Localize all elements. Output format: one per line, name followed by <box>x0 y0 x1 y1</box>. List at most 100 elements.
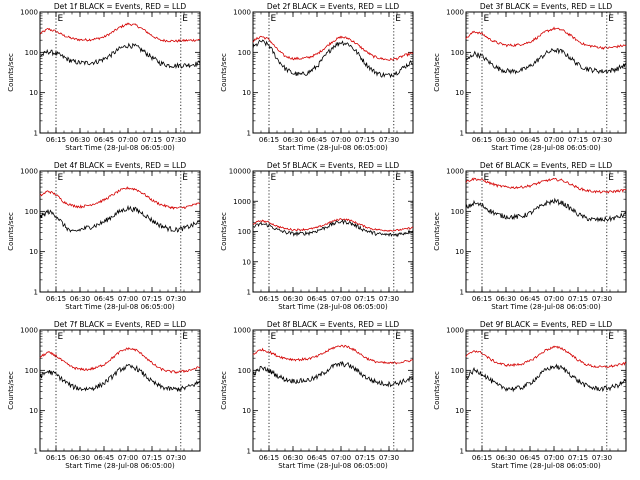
y-axis-label: Counts/sec <box>433 53 441 92</box>
x-axis-label: Start Time (28-Jul-08 06:05:00) <box>65 303 175 311</box>
x-tick-label: 06:15 <box>472 136 492 144</box>
events-series-line <box>465 363 627 393</box>
x-tick-label: 07:30 <box>592 136 612 144</box>
x-tick-label: 07:15 <box>355 454 375 462</box>
marker-label: E <box>395 332 401 342</box>
x-tick-label: 07:15 <box>568 454 588 462</box>
x-axis-label: Start Time (28-Jul-08 06:05:00) <box>65 144 175 152</box>
x-tick-label: 07:00 <box>331 136 351 144</box>
x-tick-label: 06:45 <box>520 136 540 144</box>
x-tick-label: 06:15 <box>46 295 66 303</box>
y-tick-label: 100 <box>238 49 251 57</box>
y-tick-label: 1 <box>34 130 38 138</box>
x-tick-label: 07:00 <box>331 454 351 462</box>
x-tick-label: 07:00 <box>118 295 138 303</box>
x-tick-label: 06:30 <box>70 295 90 303</box>
x-tick-label: 06:30 <box>283 454 303 462</box>
x-axis-label: Start Time (28-Jul-08 06:05:00) <box>491 303 601 311</box>
x-tick-label: 06:30 <box>283 295 303 303</box>
events-series-line <box>39 204 201 233</box>
events-series-line <box>252 39 414 79</box>
x-tick-label: 07:30 <box>592 454 612 462</box>
marker-label: E <box>182 332 188 342</box>
x-tick-label: 06:30 <box>496 295 516 303</box>
x-axis-label: Start Time (28-Jul-08 06:05:00) <box>491 144 601 152</box>
y-tick-label: 1000 <box>446 9 464 17</box>
marker-label: E <box>58 332 64 342</box>
x-tick-label: 07:00 <box>544 295 564 303</box>
x-tick-label: 06:15 <box>472 295 492 303</box>
y-tick-label: 1000 <box>233 9 251 17</box>
y-axis-label: Counts/sec <box>7 371 15 410</box>
y-tick-label: 100 <box>238 367 251 375</box>
events-series-line <box>39 364 201 392</box>
x-tick-label: 06:30 <box>70 136 90 144</box>
y-tick-label: 1000 <box>446 327 464 335</box>
y-tick-label: 1000 <box>233 327 251 335</box>
marker-label: E <box>58 173 64 183</box>
marker-label: E <box>484 173 490 183</box>
x-tick-label: 07:00 <box>544 454 564 462</box>
x-tick-label: 06:30 <box>70 454 90 462</box>
panel-title: Det 5f BLACK = Events, RED = LLD <box>267 161 400 170</box>
y-tick-label: 1 <box>34 448 38 456</box>
panel-title: Det 9f BLACK = Events, RED = LLD <box>480 320 613 329</box>
x-axis-label: Start Time (28-Jul-08 06:05:00) <box>65 462 175 470</box>
panel-det-2f: Det 2f BLACK = Events, RED = LLD 1 10 100 10… <box>220 2 414 152</box>
marker-label: E <box>608 173 614 183</box>
lld-series-line <box>465 26 627 50</box>
y-tick-label: 1 <box>247 448 251 456</box>
y-tick-label: 1000 <box>233 198 251 206</box>
y-tick-label: 1 <box>247 289 251 297</box>
x-tick-label: 06:15 <box>472 454 492 462</box>
panel-det-7f: Det 7f BLACK = Events, RED = LLD 1 10 100 10… <box>7 320 201 470</box>
y-tick-label: 10000 <box>229 168 251 176</box>
x-tick-label: 07:15 <box>142 136 162 144</box>
y-tick-label: 10 <box>29 407 38 415</box>
marker-label: E <box>395 14 401 24</box>
y-tick-label: 100 <box>451 208 464 216</box>
events-series-line <box>465 48 627 75</box>
lld-series-line <box>39 347 201 374</box>
y-tick-label: 100 <box>25 367 38 375</box>
marker-label: E <box>484 332 490 342</box>
events-series-line <box>252 360 414 388</box>
x-tick-label: 06:45 <box>307 454 327 462</box>
lld-series-line <box>39 186 201 210</box>
x-tick-label: 07:30 <box>379 136 399 144</box>
y-tick-label: 10 <box>455 248 464 256</box>
events-series-line <box>39 42 201 69</box>
x-tick-label: 06:45 <box>94 295 114 303</box>
y-tick-label: 100 <box>25 208 38 216</box>
marker-label: E <box>608 332 614 342</box>
y-tick-label: 10 <box>29 89 38 97</box>
x-tick-label: 07:15 <box>355 136 375 144</box>
x-tick-label: 06:15 <box>259 295 279 303</box>
panel-det-4f: Det 4f BLACK = Events, RED = LLD 1 10 100 10… <box>7 161 201 311</box>
y-axis-label: Counts/sec <box>220 212 228 251</box>
y-axis-label: Counts/sec <box>7 212 15 251</box>
events-series-line <box>465 197 627 223</box>
x-tick-label: 07:00 <box>544 136 564 144</box>
lld-series-line <box>465 345 627 369</box>
x-tick-label: 07:15 <box>568 295 588 303</box>
x-tick-label: 07:00 <box>118 454 138 462</box>
y-axis-label: Counts/sec <box>7 53 15 92</box>
x-tick-label: 06:45 <box>307 136 327 144</box>
lld-series-line <box>39 22 201 43</box>
marker-label: E <box>608 14 614 24</box>
events-series-line <box>252 219 414 238</box>
x-tick-label: 07:15 <box>355 295 375 303</box>
x-tick-label: 07:15 <box>142 295 162 303</box>
panel-det-3f: Det 3f BLACK = Events, RED = LLD 1 10 100 10… <box>433 2 627 152</box>
y-axis-label: Counts/sec <box>433 371 441 410</box>
y-tick-label: 10 <box>242 258 251 266</box>
lld-series-line <box>252 218 414 233</box>
x-tick-label: 06:30 <box>496 136 516 144</box>
y-tick-label: 1000 <box>20 327 38 335</box>
panel-title: Det 4f BLACK = Events, RED = LLD <box>54 161 187 170</box>
x-tick-label: 07:00 <box>118 136 138 144</box>
panel-title: Det 6f BLACK = Events, RED = LLD <box>480 161 613 170</box>
x-tick-label: 06:45 <box>520 295 540 303</box>
